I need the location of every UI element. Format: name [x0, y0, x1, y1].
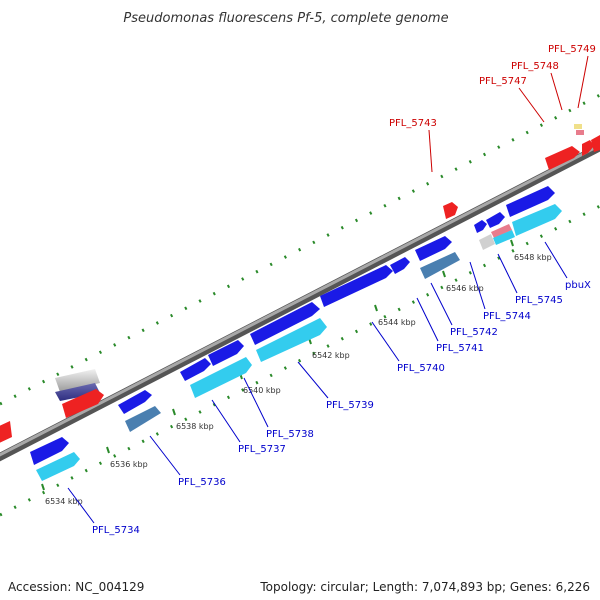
- forward-gene-pink[interactable]: [491, 224, 512, 238]
- forward-gene-pfl-5734[interactable]: [30, 437, 69, 465]
- leader-line: [518, 87, 545, 123]
- forward-gene-pfl-5740[interactable]: [320, 265, 393, 307]
- forward-gene-pfl-5739[interactable]: [250, 302, 320, 345]
- forward-gene-label[interactable]: PFL_5736: [178, 477, 226, 488]
- forward-gene-pfl-5741[interactable]: [415, 236, 452, 261]
- reverse-gene-label[interactable]: PFL_5749: [548, 44, 596, 55]
- forward-gene-label[interactable]: PFL_5742: [450, 327, 498, 338]
- leader-line: [149, 435, 181, 476]
- forward-cds-pbux[interactable]: [512, 204, 562, 236]
- leader-line: [428, 129, 433, 173]
- forward-gene-label[interactable]: PFL_5744: [483, 311, 531, 322]
- scale-tick-label: 6538 kbp: [176, 422, 214, 431]
- reverse-gene-pfl-5743[interactable]: [443, 202, 458, 219]
- forward-strand-genes: [30, 186, 562, 481]
- reverse-gene-label[interactable]: PFL_5748: [511, 61, 559, 72]
- scale-tick-mark: [442, 270, 446, 278]
- forward-cds[interactable]: [36, 452, 80, 481]
- forward-gene-pfl-5745[interactable]: [506, 186, 555, 217]
- reverse-gene-violet[interactable]: [55, 383, 100, 401]
- reverse-gene-label[interactable]: PFL_5747: [479, 76, 527, 87]
- forward-gene-label[interactable]: pbuX: [565, 280, 591, 291]
- leader-line: [297, 361, 329, 399]
- scale-tick-mark: [374, 304, 378, 312]
- backbone-line: [0, 142, 600, 462]
- scale-tick-label: 6540 kbp: [243, 386, 281, 395]
- accession-text: Accession: NC_004129: [8, 580, 145, 594]
- forward-gene-label[interactable]: PFL_5738: [266, 429, 314, 440]
- scale-tick-label: 6548 kbp: [514, 253, 552, 262]
- scale-tick-mark: [172, 408, 176, 416]
- forward-cds[interactable]: [190, 357, 252, 398]
- leader-line: [544, 241, 568, 279]
- leader-line: [550, 72, 563, 111]
- forward-gene-label[interactable]: PFL_5739: [326, 400, 374, 411]
- leader-line: [469, 261, 486, 310]
- scale-tick-mark: [510, 239, 514, 247]
- leader-line: [430, 282, 453, 326]
- reverse-gene-grey[interactable]: [55, 369, 100, 392]
- reverse-gene-label[interactable]: PFL_5743: [389, 118, 437, 129]
- reverse-gene-pfl-5749[interactable]: [574, 124, 582, 129]
- reverse-gene[interactable]: [62, 389, 104, 418]
- reverse-gene[interactable]: [576, 130, 584, 135]
- backbone-highlight: [0, 143, 600, 457]
- reverse-gene-pfl-5748[interactable]: [582, 140, 594, 156]
- leader-line: [67, 487, 95, 524]
- forward-gene-label[interactable]: PFL_5737: [238, 444, 286, 455]
- scale-tick-label: 6534 kbp: [45, 497, 83, 506]
- forward-gene-label[interactable]: PFL_5741: [436, 343, 484, 354]
- leader-line: [497, 253, 518, 294]
- outer-dot-track: [0, 93, 600, 406]
- forward-gene[interactable]: [208, 340, 244, 366]
- forward-gene-steel[interactable]: [125, 406, 161, 432]
- label-leader-lines: [67, 55, 589, 524]
- forward-gene-grey[interactable]: [479, 234, 495, 250]
- scale-tick-mark: [106, 446, 110, 454]
- reverse-strand-genes: [0, 124, 600, 444]
- leader-line: [416, 297, 439, 342]
- gene-labels: PFL_5734 PFL_5736 PFL_5737 PFL_5738 PFL_5739…: [92, 44, 596, 536]
- forward-gene-label[interactable]: PFL_5745: [515, 295, 563, 306]
- forward-gene[interactable]: [474, 220, 487, 233]
- inner-dot-track: [0, 204, 600, 517]
- reverse-gene-pfl-5747[interactable]: [545, 146, 580, 170]
- forward-gene-label[interactable]: PFL_5734: [92, 525, 140, 536]
- forward-gene[interactable]: [390, 257, 410, 274]
- reverse-gene[interactable]: [0, 421, 12, 444]
- leader-line: [371, 321, 400, 362]
- forward-cds[interactable]: [493, 230, 515, 245]
- forward-gene[interactable]: [118, 390, 152, 414]
- scale-ticks: 6534 kbp 6536 kbp 6538 kbp 6540 kbp 6542 kbp…: [41, 239, 552, 506]
- scale-tick-mark: [41, 483, 45, 491]
- reverse-gene[interactable]: [591, 135, 600, 152]
- forward-gene-steel[interactable]: [420, 252, 460, 279]
- forward-gene[interactable]: [486, 212, 505, 228]
- scale-tick-label: 6536 kbp: [110, 460, 148, 469]
- map-title: Pseudomonas fluorescens Pf-5, complete g…: [123, 11, 448, 26]
- scale-tick-label: 6544 kbp: [378, 318, 416, 327]
- leader-line: [243, 377, 269, 428]
- forward-gene-label[interactable]: PFL_5740: [397, 363, 445, 374]
- forward-cds[interactable]: [256, 318, 327, 362]
- scale-tick-label: 6542 kbp: [312, 351, 350, 360]
- forward-gene[interactable]: [180, 358, 211, 381]
- leader-line: [577, 55, 589, 109]
- leader-line: [211, 399, 241, 443]
- topology-text: Topology: circular; Length: 7,074,893 bp…: [260, 580, 590, 594]
- scale-tick-label: 6546 kbp: [446, 284, 484, 293]
